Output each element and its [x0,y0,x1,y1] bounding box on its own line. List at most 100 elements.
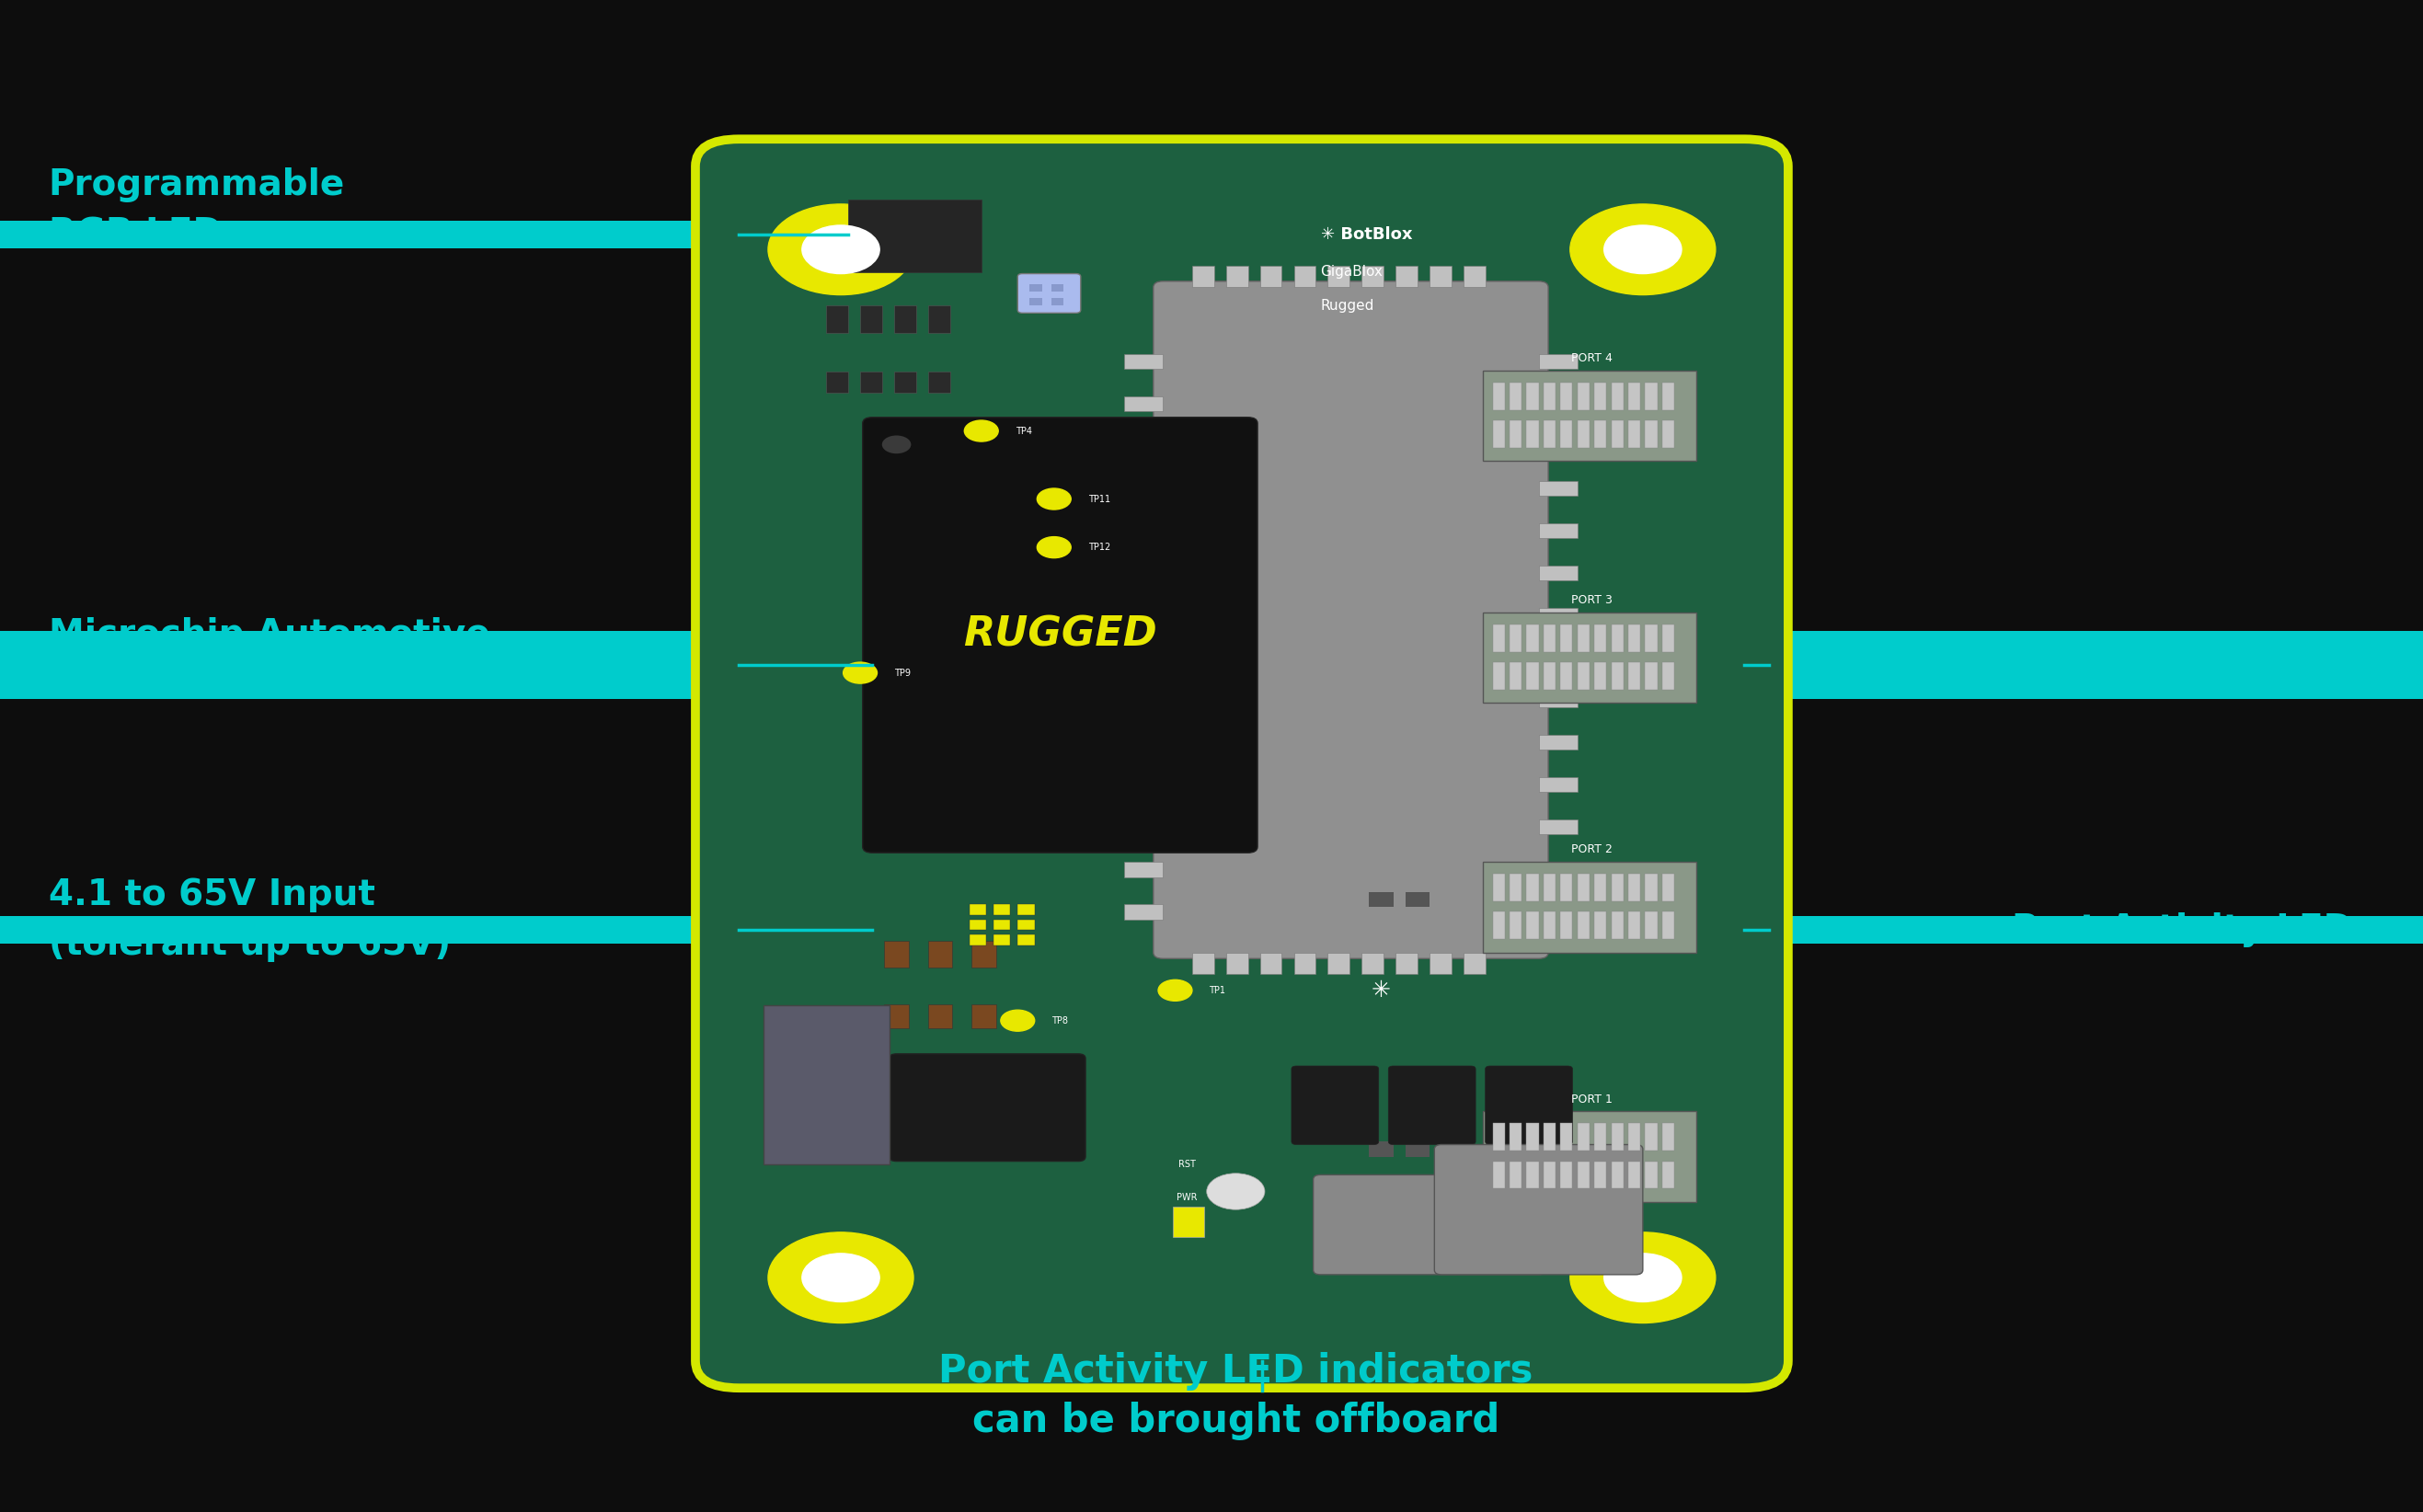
Bar [1560,912,1573,939]
Text: TP12: TP12 [1088,543,1110,552]
Bar [1430,953,1451,974]
Bar [1124,820,1163,835]
Bar [1493,420,1505,448]
Bar [1594,662,1606,689]
Bar [1662,662,1674,689]
Circle shape [802,225,880,274]
Bar [1483,370,1696,461]
Bar [1560,624,1573,652]
Bar [993,904,1010,915]
Bar [1124,862,1163,877]
Bar [1543,420,1556,448]
Circle shape [1037,537,1071,558]
Bar [1645,624,1657,652]
Bar [1124,777,1163,792]
Bar [894,305,916,333]
Text: ✳ BotBlox: ✳ BotBlox [1321,227,1413,242]
Bar [1493,383,1505,410]
Circle shape [1207,1173,1265,1210]
Bar [928,372,950,393]
Bar [1577,420,1589,448]
Bar [1510,874,1522,901]
Bar [1745,631,2423,699]
FancyBboxPatch shape [1153,281,1548,959]
Bar [1539,354,1577,369]
Bar [1483,612,1696,703]
Circle shape [1604,225,1682,274]
Bar [1611,912,1623,939]
Bar [1294,953,1316,974]
Bar [1493,912,1505,939]
Text: Programmable: Programmable [48,166,344,203]
FancyBboxPatch shape [863,417,1258,853]
Bar [1173,1207,1204,1237]
Bar [1192,953,1214,974]
Text: PicoBlade Connectors: PicoBlade Connectors [1938,647,2375,683]
Bar [1052,298,1064,305]
Bar [1539,650,1577,665]
Bar [1124,608,1163,623]
Bar [1510,1161,1522,1188]
Text: Rugged: Rugged [1321,298,1374,313]
FancyBboxPatch shape [1018,274,1081,313]
Bar [1510,1123,1522,1151]
Bar [1577,662,1589,689]
Bar [1594,1161,1606,1188]
Bar [1362,953,1384,974]
Bar [1124,438,1163,454]
Bar [1369,1142,1393,1157]
Bar [1030,284,1042,292]
Bar [1628,912,1640,939]
Bar [1260,953,1282,974]
Bar [1124,396,1163,411]
Text: RST: RST [1178,1160,1197,1169]
Bar [1611,420,1623,448]
Text: Port Activity LEDs: Port Activity LEDs [2011,912,2375,948]
Circle shape [1158,980,1192,1001]
Bar [1745,916,2423,943]
Bar [1539,904,1577,919]
Bar [1560,420,1573,448]
Circle shape [1570,204,1715,295]
Bar [1510,383,1522,410]
Bar [1510,420,1522,448]
Bar [1577,1161,1589,1188]
Bar [1493,1123,1505,1151]
Text: 4.1 to 65V Input: 4.1 to 65V Input [48,877,376,913]
Circle shape [1001,1010,1035,1031]
Bar [884,940,909,968]
Bar [1560,383,1573,410]
Bar [1560,662,1573,689]
Bar [1405,1142,1430,1157]
Text: can be brought offboard: can be brought offboard [972,1402,1500,1441]
Bar [1226,266,1248,287]
FancyBboxPatch shape [1434,1145,1643,1275]
Circle shape [964,420,998,442]
Bar [928,1004,952,1028]
Bar [1543,912,1556,939]
Bar [1124,735,1163,750]
Bar [1594,383,1606,410]
Bar [1628,874,1640,901]
Bar [972,940,996,968]
Text: Microchip Automotive: Microchip Automotive [48,617,489,653]
Circle shape [802,1253,880,1302]
Bar [860,305,882,333]
Text: PORT 2: PORT 2 [1570,844,1614,856]
Bar [1543,383,1556,410]
Bar [1539,481,1577,496]
Bar [969,904,986,915]
Bar [1611,662,1623,689]
Bar [1405,892,1430,907]
Bar [1510,912,1522,939]
Bar [1560,874,1573,901]
Bar [1543,874,1556,901]
Bar [1645,874,1657,901]
Circle shape [1037,488,1071,510]
Bar [1493,874,1505,901]
Bar [1526,383,1539,410]
Bar [1430,266,1451,287]
Bar [0,631,739,699]
Bar [1628,420,1640,448]
Bar [1645,1161,1657,1188]
